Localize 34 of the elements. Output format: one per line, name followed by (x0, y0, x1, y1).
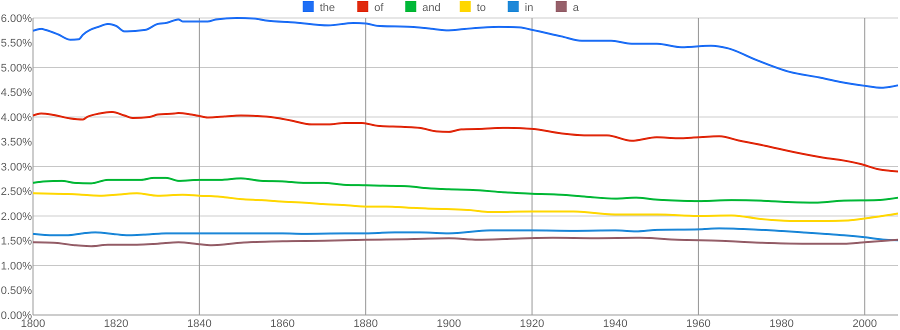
y-tick-label: 1.00% (0, 260, 32, 272)
line-series (32, 236, 899, 248)
x-tick-label: 1820 (104, 318, 128, 330)
y-tick-label: 1.50% (0, 236, 32, 248)
line-series (32, 192, 899, 222)
y-tick-label: 6.00% (0, 12, 32, 25)
legend-label: a (572, 2, 580, 14)
x-tick-label: 2000 (852, 318, 877, 330)
x-tick-label: 1840 (187, 318, 212, 330)
x-tick-label: 1880 (353, 318, 378, 330)
legend-label: and (422, 2, 441, 14)
x-tick-label: 1920 (520, 318, 544, 330)
y-tick-label: 4.50% (0, 87, 32, 100)
x-tick-label: 1980 (769, 318, 794, 330)
x-tick-label: 1960 (686, 318, 711, 330)
legend-label: in (524, 2, 534, 14)
x-tick-label: 1940 (602, 318, 628, 330)
legend-label: the (320, 2, 336, 14)
legend-label: to (476, 2, 486, 14)
line-series (32, 111, 899, 172)
y-tick-label: 5.50% (0, 38, 32, 50)
x-tick-label: 1900 (436, 318, 462, 330)
y-tick-label: 2.00% (0, 210, 32, 223)
y-tick-label: 2.50% (0, 186, 32, 198)
line-series (32, 176, 899, 204)
line-series (32, 17, 899, 89)
y-tick-label: 0.50% (0, 285, 32, 298)
y-tick-label: 4.00% (0, 112, 32, 124)
legend-label: of (374, 2, 384, 14)
y-tick-label: 5.00% (0, 62, 32, 74)
x-tick-label: 1860 (270, 318, 295, 330)
y-tick-label: 3.50% (0, 136, 32, 149)
x-tick-label: 1800 (20, 318, 46, 330)
y-tick-label: 3.00% (0, 161, 32, 174)
